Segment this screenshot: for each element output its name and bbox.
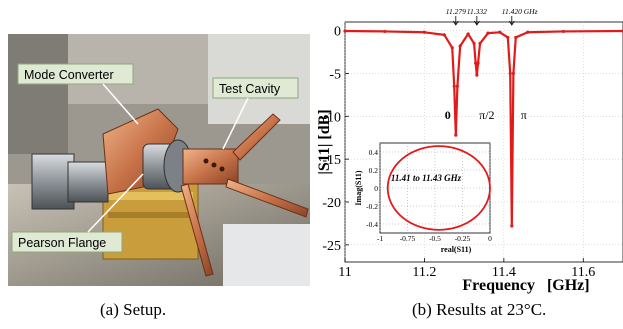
s11-data-point	[466, 32, 470, 36]
y-tick-label: -10	[322, 110, 341, 125]
s11-data-point	[511, 71, 515, 76]
s11-data-point	[498, 30, 502, 34]
mode-label: 0	[445, 108, 451, 122]
mode-converter-label: Mode Converter	[24, 68, 114, 82]
y-tick-label: -25	[322, 239, 341, 254]
caption-a: (a) Setup.	[100, 300, 167, 319]
resonance-arrow-head	[474, 20, 480, 26]
inset-y-tick-label: 0.2	[369, 166, 379, 175]
inset-x-tick-label: -0.25	[455, 234, 471, 243]
inset-x-tick-label: -0.5	[429, 234, 441, 243]
s11-data-point	[474, 61, 478, 65]
inset-x-tick-label: -0.75	[400, 234, 416, 243]
x-tick-label: 11.2	[412, 265, 436, 280]
s11-data-point	[510, 224, 514, 228]
s11-data-point	[450, 46, 454, 50]
pearson-flange-label: Pearson Flange	[18, 236, 106, 250]
y-tick-labels: 0 -5 -10 -15 -20 -25	[322, 25, 341, 254]
s11-data-point	[442, 33, 446, 37]
s11-data-point	[422, 30, 427, 34]
s11-data-point	[561, 29, 566, 34]
resonance-freq-label: 11.332	[467, 7, 487, 16]
resonance-freq-label: 11.420 GHz	[502, 7, 538, 16]
inset-circle	[386, 145, 491, 231]
x-tick-label: 11	[338, 265, 351, 280]
pearson-flange-callout: Pearson Flange	[11, 173, 144, 253]
s11-data-point	[476, 61, 480, 65]
test-cavity-label: Test Cavity	[219, 82, 281, 96]
s11-data-point	[508, 71, 512, 76]
y-tick-label: 0	[334, 25, 341, 40]
s11-data-point	[452, 84, 456, 88]
mode-converter-callout: Mode Converter	[17, 63, 139, 125]
s11-data-point	[343, 29, 347, 33]
resonance-markers: 11.279 0 11.332 π/2 11.420 GHz π	[445, 7, 538, 122]
s11-data-point	[383, 29, 387, 34]
inset-y-tick-label: -0.2	[366, 202, 378, 211]
inset-y-tick-labels: 0.4 0.2 0 -0.2 -0.4	[366, 148, 378, 229]
x-tick-label: 11.4	[492, 265, 516, 280]
y-tick-label: -5	[329, 67, 341, 82]
resonance-freq-label: 11.279	[446, 7, 466, 16]
inset-y-label: Imag(S11)	[354, 170, 363, 205]
inset-y-tick-label: -0.4	[366, 220, 378, 229]
inset-y-tick-label: 0.4	[369, 148, 379, 157]
inset-x-tick-labels: -1 -0.75 -0.5 -0.25 0	[377, 234, 492, 243]
inset-x-tick-label: -1	[377, 234, 383, 243]
mode-label: π	[521, 108, 527, 122]
caption-b: (b) Results at 23°C.	[412, 300, 547, 319]
s11-data-point	[458, 44, 462, 48]
resonance-arrow-head	[508, 20, 515, 26]
x-axis-label: Frequency [GHz]	[462, 277, 589, 294]
s11-chart: 0-5-10-15-20-25 11 11.2 11.4 11.6 11.279011…	[316, 7, 623, 294]
inset-title: 11.41 to 11.43 GHz	[391, 173, 462, 183]
inset-x-label: real(S11)	[441, 245, 472, 254]
s11-data-point	[514, 35, 518, 40]
x-tick-labels: 11 11.2 11.4 11.6	[338, 265, 595, 280]
s11-data-point	[472, 41, 476, 46]
s11-data-point	[478, 41, 482, 46]
inset-x-tick-label: 0	[488, 234, 492, 243]
s11-data-point	[526, 30, 530, 34]
x-tick-label: 11.6	[571, 265, 595, 280]
s11-data-point	[486, 31, 490, 35]
s11-data-point	[475, 73, 479, 77]
s11-data-point	[455, 84, 459, 88]
test-cavity-callout: Test Cavity	[212, 77, 299, 150]
inset-plot: -1 -0.75 -0.5 -0.25 0 0.4 0.2 0 -0.2 -0.4 11.41 …	[354, 142, 492, 254]
series-group	[343, 29, 623, 228]
s11-data-point	[506, 35, 510, 40]
inset-y-tick-label: 0	[374, 184, 378, 193]
y-tick-label: -15	[322, 153, 341, 168]
setup-photo: Mode Converter Test Cavity Pearson Flang…	[8, 34, 310, 286]
y-tick-label: -20	[322, 196, 341, 211]
resonance-arrow-head	[452, 20, 459, 26]
s11-data-point	[454, 133, 458, 137]
mode-label: π/2	[479, 108, 494, 122]
y-axis-label: |S11| [dB]	[316, 109, 333, 174]
